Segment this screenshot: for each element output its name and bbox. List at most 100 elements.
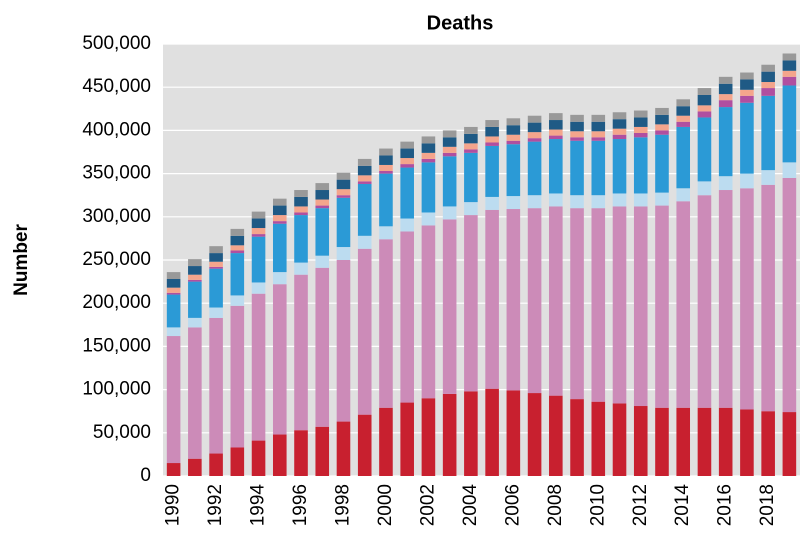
bar-segment bbox=[527, 132, 542, 139]
bar-segment bbox=[570, 121, 584, 132]
bar-segment bbox=[782, 177, 797, 413]
bar-segment bbox=[782, 60, 797, 71]
bar-segment bbox=[294, 190, 308, 197]
bar-segment bbox=[655, 107, 669, 115]
bar-segment bbox=[315, 183, 330, 191]
bar-segment bbox=[379, 407, 393, 476]
bar-segment bbox=[676, 126, 691, 189]
bar-segment bbox=[527, 115, 542, 123]
bar-segment bbox=[400, 167, 414, 219]
bar-segment bbox=[400, 158, 414, 165]
x-tick-label: 1996 bbox=[290, 484, 311, 526]
bar-segment bbox=[612, 193, 627, 207]
bar-segment bbox=[697, 195, 712, 408]
bar-segment bbox=[336, 172, 351, 180]
bar-segment bbox=[251, 234, 266, 237]
bar-segment bbox=[188, 327, 202, 459]
bar-segment bbox=[549, 139, 563, 194]
bar-segment bbox=[549, 206, 563, 396]
bar-segment bbox=[464, 215, 478, 392]
bar-segment bbox=[400, 141, 414, 149]
bar-segment bbox=[272, 272, 287, 285]
bar-segment bbox=[655, 205, 669, 408]
bar-segment bbox=[188, 281, 202, 318]
bar-segment bbox=[400, 231, 414, 403]
bar-segment bbox=[782, 76, 797, 86]
bar-segment bbox=[294, 212, 308, 216]
bar-segment bbox=[740, 102, 754, 174]
bar-segment bbox=[421, 162, 436, 213]
bar-segment bbox=[549, 120, 563, 130]
bar-segment bbox=[718, 94, 733, 101]
bar-segment bbox=[782, 53, 797, 61]
bar-segment bbox=[549, 395, 563, 476]
bar-segment bbox=[166, 463, 181, 476]
x-tick-label: 2012 bbox=[630, 484, 651, 526]
bar-segment bbox=[357, 158, 372, 166]
y-tick-label: 150,000 bbox=[82, 335, 151, 356]
y-tick-label: 250,000 bbox=[82, 249, 151, 270]
bar-segment bbox=[591, 140, 606, 196]
bar-segment bbox=[251, 211, 266, 219]
bar-segment bbox=[357, 235, 372, 249]
bar-segment bbox=[294, 215, 308, 263]
bar-segment bbox=[527, 208, 542, 394]
bar-segment bbox=[761, 71, 775, 83]
bar-segment bbox=[230, 447, 245, 476]
bar-segment bbox=[209, 307, 223, 318]
bar-segment bbox=[357, 183, 372, 236]
bar-segment bbox=[336, 189, 351, 196]
bar-segment bbox=[506, 134, 521, 141]
bar-segment bbox=[633, 206, 648, 407]
bar-segment bbox=[697, 94, 712, 106]
bar-segment bbox=[655, 124, 669, 131]
bar-segment bbox=[761, 95, 775, 171]
bar-segment bbox=[761, 170, 775, 185]
bar-segment bbox=[740, 72, 754, 80]
bar-segment bbox=[633, 137, 648, 194]
bar-segment bbox=[464, 149, 478, 153]
bar-segment bbox=[718, 107, 733, 177]
bar-segment bbox=[761, 88, 775, 96]
bar-segment bbox=[676, 188, 691, 202]
bar-segment bbox=[188, 259, 202, 267]
bar-segment bbox=[421, 225, 436, 399]
bar-segment bbox=[188, 279, 202, 282]
x-tick-label: 1990 bbox=[163, 484, 184, 526]
y-axis-label: Number bbox=[11, 224, 32, 296]
bar-segment bbox=[357, 165, 372, 176]
bar-segment bbox=[294, 262, 308, 275]
bar-segment bbox=[230, 228, 245, 236]
bar-segment bbox=[782, 85, 797, 163]
bar-segment bbox=[549, 113, 563, 121]
bar-segment bbox=[357, 181, 372, 184]
bar-segment bbox=[570, 195, 584, 209]
bar-segment bbox=[676, 115, 691, 122]
bar-segment bbox=[485, 126, 499, 137]
x-tick-label: 2000 bbox=[375, 484, 396, 526]
bar-segment bbox=[209, 268, 223, 308]
bar-segment bbox=[591, 208, 606, 402]
bar-segment bbox=[251, 293, 266, 441]
bar-segment bbox=[718, 100, 733, 108]
x-tick-label: 2004 bbox=[460, 484, 481, 527]
bar-segment bbox=[294, 206, 308, 213]
bar-segment bbox=[272, 198, 287, 206]
bar-segment bbox=[166, 336, 181, 464]
bar-segment bbox=[740, 79, 754, 90]
bar-segment bbox=[612, 134, 627, 140]
bar-segment bbox=[230, 250, 245, 254]
bar-segment bbox=[591, 114, 606, 122]
bar-segment bbox=[464, 126, 478, 134]
bar-segment bbox=[655, 134, 669, 193]
bar-segment bbox=[464, 391, 478, 476]
bar-segment bbox=[294, 196, 308, 207]
bar-segment bbox=[485, 388, 499, 476]
bar-segment bbox=[209, 261, 223, 267]
bar-segment bbox=[421, 158, 436, 163]
bar-segment bbox=[421, 152, 436, 159]
bar-segment bbox=[379, 239, 393, 408]
x-tick-label: 2018 bbox=[757, 484, 778, 526]
bar-segment bbox=[527, 138, 542, 142]
